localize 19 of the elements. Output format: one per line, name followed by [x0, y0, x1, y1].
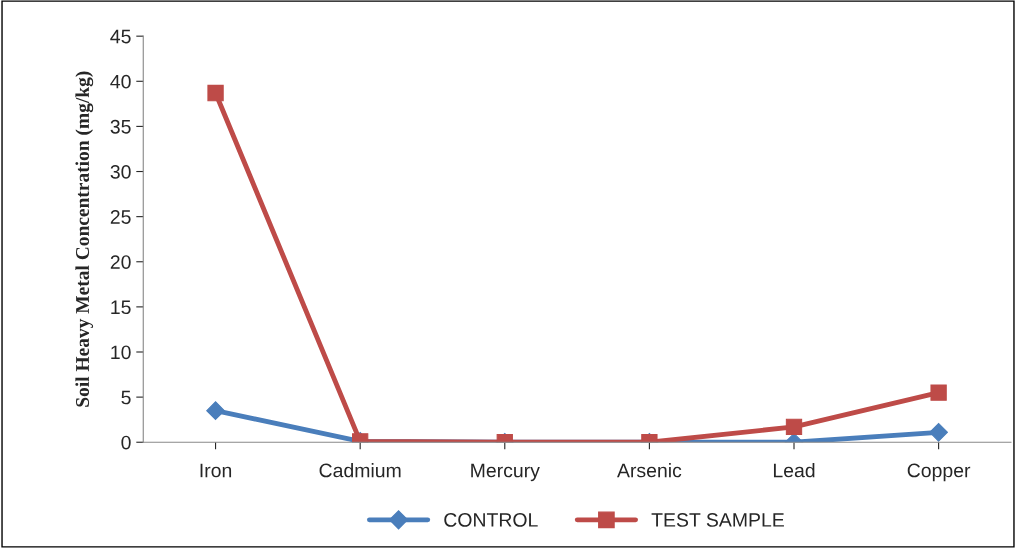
- y-tick-label: 45: [110, 29, 131, 44]
- y-tick-label: 40: [110, 74, 131, 89]
- x-tick-label: Iron: [200, 463, 232, 478]
- y-tick-label: 15: [111, 300, 131, 315]
- y-tick-label: 20: [110, 255, 131, 269]
- legend-label: TEST SAMPLE: [651, 513, 784, 527]
- y-tick-label: 5: [121, 390, 131, 405]
- y-axis-title: Soil Heavy Metal Concentration (mg/kg): [75, 71, 94, 407]
- x-tick-label: Copper: [907, 463, 971, 482]
- y-tick-label: 10: [111, 345, 131, 360]
- y-tick-label: 30: [110, 164, 131, 179]
- y-tick-label: 0: [121, 435, 131, 450]
- x-tick-label: Arsenic: [617, 463, 682, 478]
- x-tick-label: Mercury: [471, 463, 540, 482]
- x-tick-label: Cadmium: [319, 463, 401, 478]
- y-tick-label: 25: [110, 210, 131, 224]
- x-tick-label: Lead: [773, 463, 815, 478]
- y-tick-label: 35: [110, 119, 131, 134]
- legend-label: CONTROL: [444, 513, 538, 527]
